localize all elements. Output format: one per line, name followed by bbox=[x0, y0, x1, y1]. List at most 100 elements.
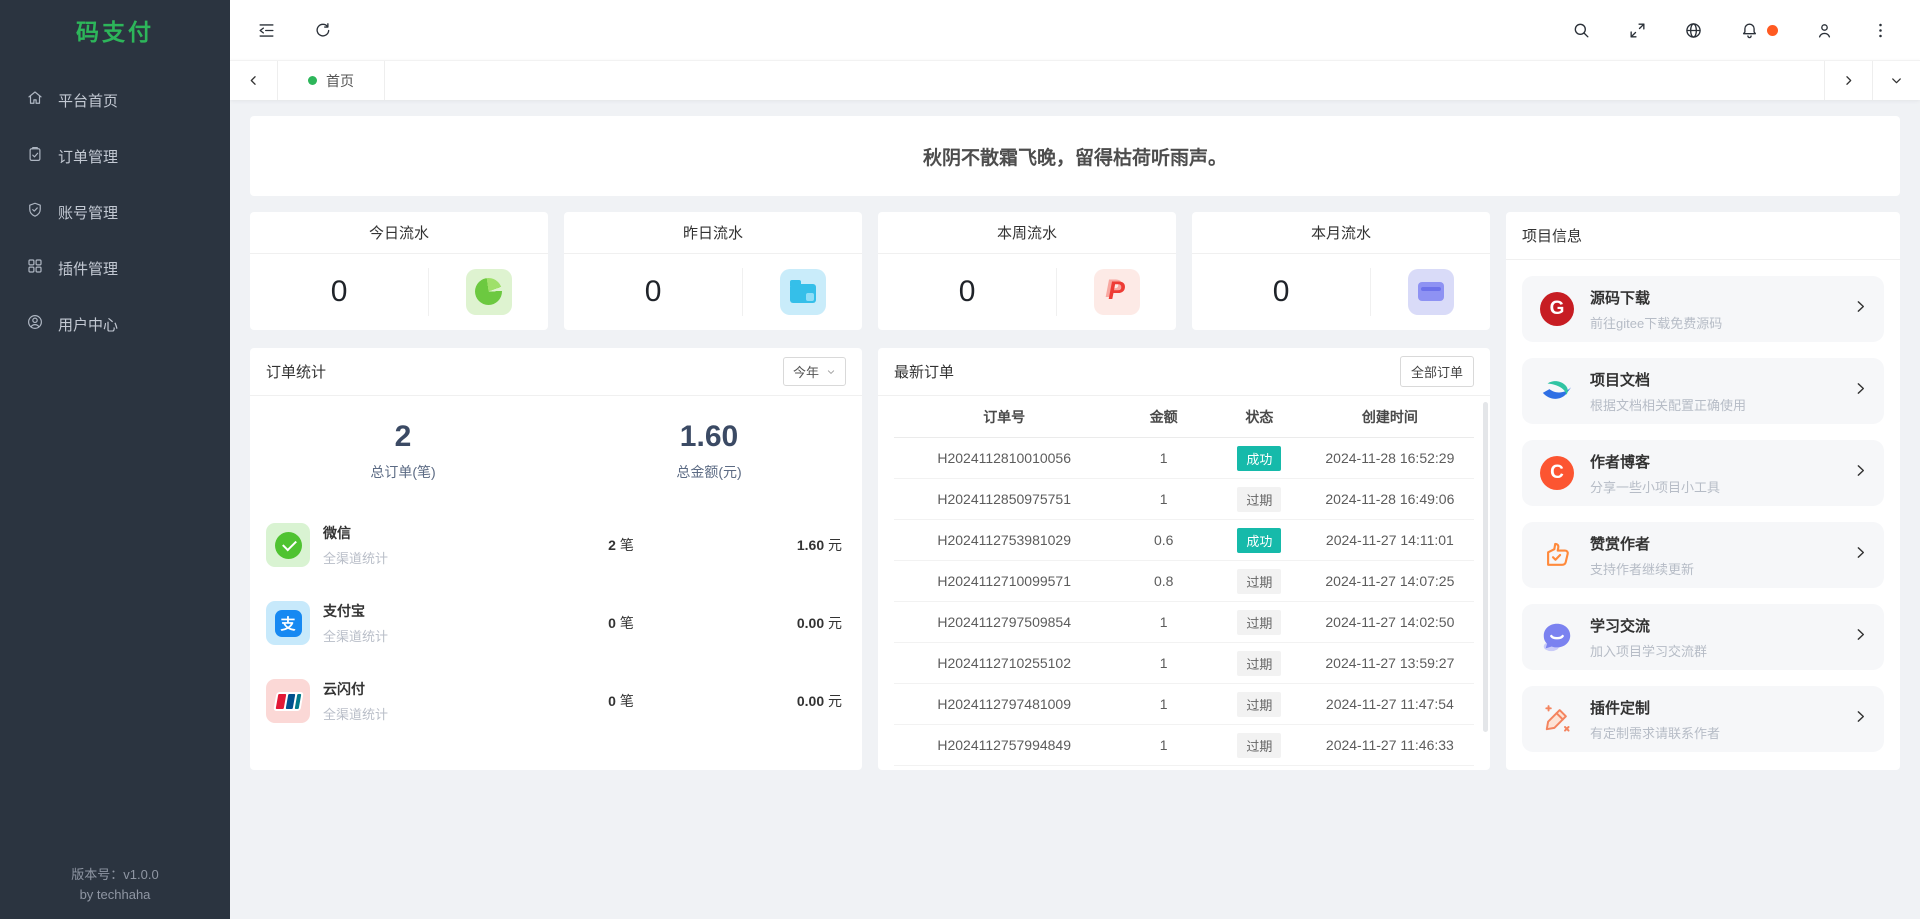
stat-value: 0 bbox=[330, 274, 348, 308]
folder-icon bbox=[779, 268, 826, 315]
total-amount-value: 1.60 bbox=[679, 420, 739, 453]
topbar bbox=[230, 0, 1920, 60]
bell-icon bbox=[1739, 20, 1759, 40]
tabs-menu-button[interactable] bbox=[1872, 61, 1920, 100]
pie-chart-icon bbox=[465, 268, 512, 315]
column-header: 金额 bbox=[1149, 408, 1178, 425]
version-credit: by techhaha bbox=[79, 886, 151, 902]
channel-list: 微信 全渠道统计 2 笔 1.60 元 支 支付宝 bbox=[250, 506, 862, 740]
chevron-right-icon bbox=[1853, 545, 1868, 565]
stat-card-yesterday: 昨日流水 0 bbox=[564, 212, 862, 330]
more-options-icon[interactable] bbox=[1870, 20, 1890, 40]
notifications[interactable] bbox=[1739, 20, 1778, 40]
range-filter-select[interactable]: 今年 bbox=[782, 357, 846, 386]
fullscreen-icon[interactable] bbox=[1627, 20, 1647, 40]
alipay-icon: 支 bbox=[266, 601, 310, 645]
project-info-title: 项目信息 bbox=[1522, 228, 1583, 245]
status-cell: 过期 bbox=[1213, 486, 1306, 512]
refresh-icon[interactable] bbox=[312, 20, 332, 40]
amount-cell: 1 bbox=[1159, 450, 1168, 466]
status-badge: 过期 bbox=[1237, 732, 1282, 758]
order-number-cell: H2024112850975751 bbox=[937, 491, 1072, 507]
tab-home[interactable]: 首页 bbox=[278, 61, 385, 100]
all-orders-button[interactable]: 全部订单 bbox=[1399, 356, 1474, 387]
divider bbox=[428, 267, 430, 316]
sidebar-item-orders[interactable]: 订单管理 bbox=[0, 128, 230, 184]
status-badge: 成功 bbox=[1237, 445, 1282, 471]
sidebar-item-accounts[interactable]: 账号管理 bbox=[0, 184, 230, 240]
project-item-learning-group[interactable]: 学习交流 加入项目学习交流群 bbox=[1522, 604, 1884, 670]
language-globe-icon[interactable] bbox=[1683, 20, 1703, 40]
project-item-author-blog[interactable]: C 作者博客 分享一些小项目小工具 bbox=[1522, 440, 1884, 506]
stat-card-month: 本月流水 0 bbox=[1192, 212, 1490, 330]
user-profile-icon[interactable] bbox=[1814, 20, 1834, 40]
left-column: 今日流水 0 昨日流水 0 bbox=[250, 212, 1490, 770]
table-row: H2024112710099571 0.8 过期 2024-11-27 14:0… bbox=[894, 561, 1474, 602]
table-scrollbar[interactable] bbox=[1483, 402, 1488, 732]
total-amount-label: 总金额(元) bbox=[676, 464, 742, 480]
chevron-right-icon bbox=[1853, 463, 1868, 483]
daily-quote-banner: 秋阴不散霜飞晚，留得枯荷听雨声。 bbox=[250, 116, 1900, 196]
topbar-left bbox=[256, 20, 332, 40]
search-icon[interactable] bbox=[1571, 20, 1591, 40]
project-item-docs[interactable]: 项目文档 根据文档相关配置正确使用 bbox=[1522, 358, 1884, 424]
channel-count-unit: 笔 bbox=[619, 693, 634, 709]
amount-cell: 0.6 bbox=[1153, 532, 1174, 548]
reward-icon bbox=[1538, 539, 1576, 571]
project-item-title: 项目文档 bbox=[1590, 371, 1651, 389]
csdn-icon: C bbox=[1538, 456, 1576, 490]
project-item-plugin-custom[interactable]: 插件定制 有定制需求请联系作者 bbox=[1522, 686, 1884, 752]
sidebar-item-plugins[interactable]: 插件管理 bbox=[0, 240, 230, 296]
status-badge: 过期 bbox=[1237, 609, 1282, 635]
stat-card-today: 今日流水 0 bbox=[250, 212, 548, 330]
tabs-scroll-right-button[interactable] bbox=[1824, 61, 1872, 100]
channel-count-unit: 笔 bbox=[619, 537, 634, 553]
channel-amount: 1.60 bbox=[796, 537, 825, 553]
quote-text: 秋阴不散霜飞晚，留得枯荷听雨声。 bbox=[922, 147, 1227, 169]
latest-orders-card: 最新订单 全部订单 订单号 金额 状态 创建时间 bbox=[878, 348, 1490, 770]
table-row: H2024112810010056 1 成功 2024-11-28 16:52:… bbox=[894, 438, 1474, 479]
stat-title: 今日流水 bbox=[250, 212, 548, 254]
created-time-cell: 2024-11-27 14:02:50 bbox=[1325, 614, 1455, 630]
sidebar-item-home[interactable]: 平台首页 bbox=[0, 72, 230, 128]
amount-cell: 1 bbox=[1159, 655, 1168, 671]
channel-row-wechat: 微信 全渠道统计 2 笔 1.60 元 bbox=[266, 506, 846, 584]
created-time-cell: 2024-11-28 16:49:06 bbox=[1325, 491, 1455, 507]
status-cell: 成功 bbox=[1213, 445, 1306, 471]
unionpay-icon bbox=[266, 679, 310, 723]
sidebar-item-label: 订单管理 bbox=[58, 148, 119, 166]
order-number-cell: H2024112710255102 bbox=[937, 655, 1072, 671]
project-item-source-download[interactable]: G 源码下载 前往gitee下载免费源码 bbox=[1522, 276, 1884, 342]
range-filter-value: 今年 bbox=[792, 365, 819, 380]
notification-dot bbox=[1767, 24, 1778, 36]
bank-card-icon bbox=[1407, 268, 1454, 315]
user-center-icon bbox=[26, 313, 44, 335]
plugin-icon bbox=[26, 257, 44, 279]
channel-desc: 全渠道统计 bbox=[323, 629, 389, 644]
stat-title: 昨日流水 bbox=[564, 212, 862, 254]
paypal-icon: P bbox=[1093, 268, 1140, 315]
collapse-sidebar-icon[interactable] bbox=[256, 20, 276, 40]
tabs-scroll-left-button[interactable] bbox=[230, 61, 278, 100]
channel-amount-unit: 元 bbox=[828, 537, 842, 553]
created-time-cell: 2024-11-27 11:46:33 bbox=[1325, 737, 1454, 753]
tab-label: 首页 bbox=[326, 72, 354, 89]
project-item-reward-author[interactable]: 赞赏作者 支持作者继续更新 bbox=[1522, 522, 1884, 588]
status-badge: 过期 bbox=[1237, 568, 1282, 594]
table-row: H2024112710255102 1 过期 2024-11-27 13:59:… bbox=[894, 643, 1474, 684]
status-cell: 过期 bbox=[1213, 609, 1306, 635]
sidebar-item-user-center[interactable]: 用户中心 bbox=[0, 296, 230, 352]
sidebar-item-label: 平台首页 bbox=[58, 92, 119, 110]
order-number-cell: H2024112797509854 bbox=[937, 614, 1072, 630]
topbar-right bbox=[1571, 20, 1890, 40]
status-badge: 过期 bbox=[1237, 650, 1282, 676]
channel-row-unionpay: 云闪付 全渠道统计 0 笔 0.00 元 bbox=[266, 662, 846, 740]
wechat-icon bbox=[266, 523, 310, 567]
order-number-cell: H2024112753981029 bbox=[937, 532, 1072, 548]
divider bbox=[742, 267, 744, 316]
divider bbox=[1056, 267, 1058, 316]
version-info: 版本号：v1.0.0 by techhaha bbox=[0, 865, 230, 905]
chevron-right-icon bbox=[1853, 299, 1868, 319]
column-header: 状态 bbox=[1245, 408, 1274, 425]
status-badge: 成功 bbox=[1237, 527, 1282, 553]
